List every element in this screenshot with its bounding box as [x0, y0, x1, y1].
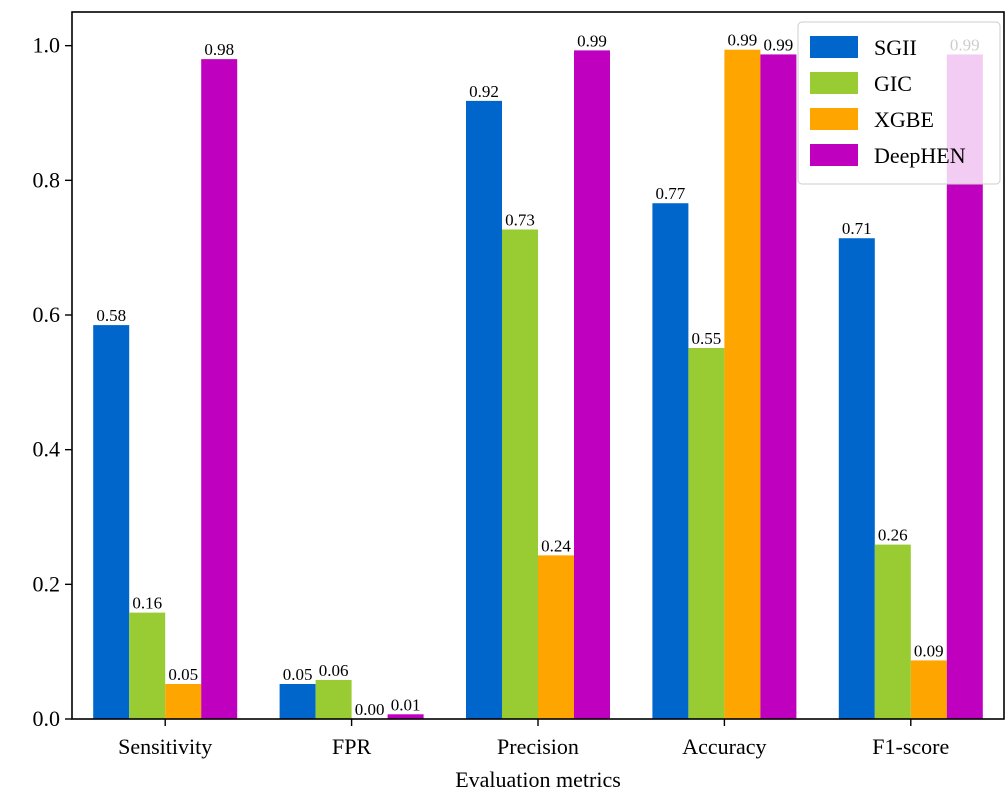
data-label-xgbe-sensitivity: 0.05 [168, 665, 198, 684]
x-tick-label-precision: Precision [497, 734, 579, 759]
bar-sgii-precision [466, 100, 502, 719]
x-tick-label-accuracy: Accuracy [682, 734, 766, 759]
data-label-gic-sensitivity: 0.16 [132, 594, 162, 613]
bar-xgbe-sensitivity [165, 683, 202, 719]
y-tick-label: 0.6 [33, 302, 61, 327]
x-tick-label-fpr: FPR [332, 734, 371, 759]
bar-deephen-precision [574, 50, 610, 719]
bar-gic-precision [502, 229, 538, 719]
x-axis-title: Evaluation metrics [455, 767, 621, 792]
legend-swatch-sgii [810, 36, 858, 58]
data-label-deephen-fpr: 0.01 [391, 695, 421, 714]
bar-gic-fpr [315, 679, 352, 719]
x-tick-label-sensitivity: Sensitivity [118, 734, 212, 759]
data-label-deephen-sensitivity: 0.98 [204, 40, 234, 59]
bars-layer [93, 49, 983, 720]
bar-gic-accuracy [688, 347, 725, 719]
data-label-sgii-sensitivity: 0.58 [96, 306, 126, 325]
legend-label-xgbe: XGBE [874, 107, 934, 132]
bar-deephen-accuracy [760, 54, 797, 720]
data-label-sgii-f1-score: 0.71 [842, 219, 872, 238]
data-label-deephen-precision: 0.99 [577, 31, 607, 50]
x-tick-label-f1-score: F1-score [872, 734, 949, 759]
bar-xgbe-precision [538, 555, 574, 719]
data-label-sgii-accuracy: 0.77 [656, 184, 686, 203]
data-label-gic-f1-score: 0.26 [878, 526, 908, 545]
legend-label-gic: GIC [874, 71, 912, 96]
bar-xgbe-accuracy [724, 49, 761, 719]
y-tick-label: 1.0 [33, 33, 61, 58]
legend: SGII GIC XGBE DeepHEN [797, 21, 1001, 185]
data-label-gic-precision: 0.73 [505, 210, 535, 229]
bar-xgbe-f1-score [910, 660, 947, 719]
bar-sgii-accuracy [652, 203, 689, 719]
bar-sgii-sensitivity [93, 325, 130, 719]
legend-swatch-xgbe [810, 108, 858, 130]
bar-gic-sensitivity [129, 612, 166, 719]
y-tick-label: 0.8 [33, 167, 61, 192]
bar-gic-f1-score [874, 544, 911, 719]
legend-swatch-gic [810, 72, 858, 94]
data-label-sgii-fpr: 0.05 [283, 665, 313, 684]
data-label-gic-accuracy: 0.55 [692, 329, 722, 348]
legend-box [797, 21, 1001, 185]
data-label-xgbe-fpr: 0.00 [355, 700, 385, 719]
y-tick-label: 0.4 [33, 437, 61, 462]
data-label-xgbe-precision: 0.24 [541, 536, 571, 555]
y-tick-label: 0.0 [33, 706, 61, 731]
legend-label-deephen: DeepHEN [874, 143, 966, 168]
data-label-sgii-precision: 0.92 [469, 82, 499, 101]
y-tick-label: 0.2 [33, 571, 61, 596]
legend-swatch-deephen [810, 144, 858, 166]
bar-deephen-sensitivity [201, 59, 238, 719]
data-label-xgbe-accuracy: 0.99 [728, 31, 758, 50]
bar-deephen-fpr [387, 714, 424, 719]
y-axis: 0.0 0.2 0.4 0.6 0.8 1.0 [33, 33, 72, 731]
data-label-xgbe-f1-score: 0.09 [914, 641, 944, 660]
legend-label-sgii: SGII [874, 35, 917, 60]
bar-sgii-f1-score [838, 238, 875, 720]
data-label-gic-fpr: 0.06 [319, 661, 349, 680]
bar-sgii-fpr [279, 683, 316, 719]
x-axis: Sensitivity FPR Precision Accuracy F1-score [118, 719, 949, 759]
data-label-deephen-accuracy: 0.99 [764, 35, 794, 54]
